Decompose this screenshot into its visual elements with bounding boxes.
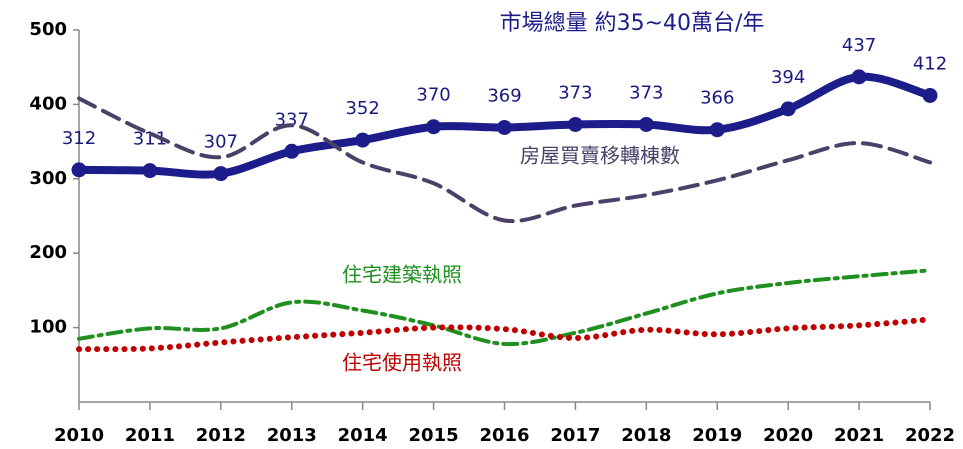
x-tick-label: 2021 (834, 425, 884, 446)
x-tick-label: 2014 (338, 425, 388, 446)
data-label: 311 (133, 129, 167, 150)
x-tick-label: 2016 (479, 425, 529, 446)
annotation: 市場總量 約35~40萬台/年 (500, 11, 765, 36)
marker (142, 163, 158, 179)
data-label: 307 (204, 132, 238, 153)
data-label: 312 (62, 128, 96, 149)
data-label: 373 (558, 82, 592, 103)
marker (638, 116, 654, 132)
marker (851, 69, 867, 85)
marker (497, 119, 512, 135)
data-label: 352 (345, 98, 379, 119)
marker (71, 162, 87, 178)
series-label: 住宅建築執照 (342, 263, 462, 287)
series-label: 住宅使用執照 (342, 351, 462, 375)
x-tick-label: 2018 (621, 425, 671, 446)
series-label: 房屋買賣移轉棟數 (520, 144, 680, 168)
data-label: 366 (700, 88, 734, 109)
series-line (77, 268, 932, 347)
y-tick-label: 500 (29, 19, 67, 40)
marker (780, 101, 796, 117)
data-label: 394 (771, 67, 805, 88)
x-tick-label: 2020 (763, 425, 813, 446)
series-line (77, 96, 932, 224)
x-tick-label: 2010 (54, 425, 104, 446)
x-tick-label: 2017 (550, 425, 600, 446)
marker (426, 119, 442, 135)
y-tick-label: 400 (29, 93, 67, 114)
series-line (76, 316, 933, 353)
x-tick-label: 2015 (409, 425, 459, 446)
marker (213, 166, 229, 182)
marker (355, 132, 371, 148)
y-tick-label: 300 (29, 168, 67, 189)
data-label: 412 (913, 53, 947, 74)
x-tick-label: 2012 (196, 425, 246, 446)
marker (922, 87, 938, 103)
x-tick-label: 2019 (692, 425, 742, 446)
data-label: 373 (629, 82, 663, 103)
x-tick-label: 2013 (267, 425, 317, 446)
y-tick-label: 100 (29, 317, 67, 338)
y-tick-label: 200 (29, 242, 67, 263)
marker (709, 122, 725, 138)
marker (284, 143, 300, 159)
x-tick-label: 2022 (905, 425, 955, 446)
data-label: 370 (416, 85, 450, 106)
x-tick-label: 2011 (125, 425, 175, 446)
marker (567, 116, 583, 132)
data-label: 437 (842, 35, 876, 56)
data-label: 369 (487, 85, 521, 106)
